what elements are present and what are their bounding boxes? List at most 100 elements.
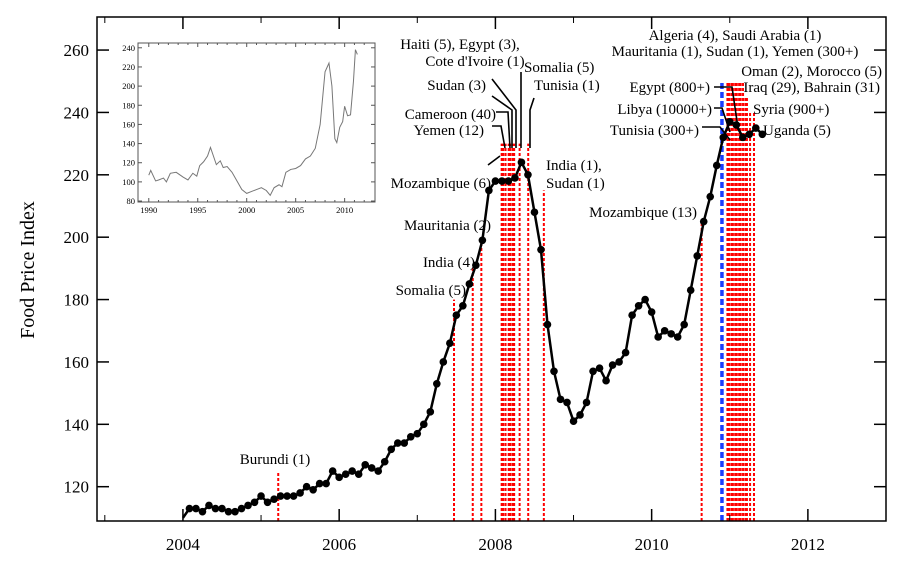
data-point xyxy=(621,348,630,357)
data-point xyxy=(446,339,454,348)
y-tick-label: 260 xyxy=(64,41,90,60)
x-tick-label: 2010 xyxy=(635,535,669,554)
data-point xyxy=(491,177,500,185)
data-point xyxy=(211,504,220,513)
annotation-leader-line xyxy=(492,125,506,149)
annotation-leaders xyxy=(487,72,739,166)
data-point xyxy=(224,507,233,516)
annotation-leader-line xyxy=(529,97,535,148)
annotation-leader-line xyxy=(491,95,513,148)
data-point xyxy=(660,326,669,335)
data-point xyxy=(354,470,363,479)
data-point xyxy=(237,504,246,513)
annotation-label: Iraq (29), Bahrain (31) xyxy=(743,80,880,96)
data-point xyxy=(413,429,422,438)
y-tick-label: 140 xyxy=(64,415,90,434)
inset-x-tick-label: 2000 xyxy=(238,205,255,215)
data-point xyxy=(192,504,200,513)
inset-y-tick-label: 200 xyxy=(122,81,135,91)
annotation-label: Yemen (12) xyxy=(413,123,484,139)
data-point xyxy=(556,395,565,404)
data-point xyxy=(667,330,675,338)
data-point xyxy=(393,439,402,447)
annotation-label: Egypt (800+) xyxy=(629,80,710,96)
data-point xyxy=(498,177,506,185)
data-point xyxy=(706,192,715,201)
plot-frame xyxy=(96,16,887,522)
inset-x-tick-label: 2005 xyxy=(287,205,304,215)
data-point xyxy=(257,492,265,500)
x-tick-label: 2004 xyxy=(166,535,201,554)
data-point xyxy=(335,473,343,482)
data-point xyxy=(361,461,370,469)
inset-line xyxy=(148,49,358,197)
x-tick-label: 2012 xyxy=(791,535,825,554)
data-point xyxy=(322,479,330,488)
data-point xyxy=(439,358,448,366)
data-point xyxy=(218,504,226,513)
data-point xyxy=(634,302,643,310)
data-point xyxy=(758,130,767,139)
data-point xyxy=(719,133,728,142)
inset-y-tick-label: 140 xyxy=(122,139,135,149)
data-point xyxy=(543,320,552,329)
data-point xyxy=(289,492,298,500)
price-series xyxy=(181,117,767,519)
inset-frame xyxy=(137,42,376,203)
annotation-leader-line xyxy=(702,126,731,141)
annotation-label: Syria (900+) xyxy=(753,102,829,118)
data-point xyxy=(673,333,682,341)
data-point xyxy=(511,174,519,182)
data-point xyxy=(250,498,259,507)
y-tick-label: 180 xyxy=(64,291,90,310)
inset-x-tick-label: 2010 xyxy=(336,205,353,215)
inset-y-tick-label: 100 xyxy=(122,177,135,187)
data-point xyxy=(699,217,708,226)
annotation-label: Burundi (1) xyxy=(240,452,310,468)
y-axis-label: Food Price Index xyxy=(17,201,39,339)
annotation-label: Cameroon (40) xyxy=(405,107,496,123)
data-point xyxy=(504,177,513,185)
y-tick-label: 240 xyxy=(64,103,90,122)
data-point xyxy=(387,445,396,454)
data-point xyxy=(752,124,760,132)
y-tick-label: 200 xyxy=(64,228,90,247)
data-point xyxy=(732,121,741,129)
y-tick-label: 160 xyxy=(64,353,90,372)
annotation-leader-line xyxy=(496,111,511,149)
data-point xyxy=(563,398,571,407)
annotation-label: Haiti (5), Egypt (3), xyxy=(400,37,520,53)
data-point xyxy=(185,504,194,513)
inset-y-tick-label: 180 xyxy=(122,100,135,110)
data-point xyxy=(309,486,317,494)
data-point xyxy=(465,280,474,288)
data-point xyxy=(582,398,591,407)
data-point xyxy=(602,376,610,385)
inset-chart: 1990 1995 2000 2005 2010 80 100 120 140 160 180 200… xyxy=(122,42,376,215)
data-point xyxy=(608,361,617,369)
y-tick-label: 120 xyxy=(64,478,90,497)
data-point xyxy=(693,252,702,260)
annotation-label: Algeria (4), Saudi Arabia (1) xyxy=(649,28,822,44)
data-point xyxy=(296,489,304,497)
annotation-label: Tunisia (1) xyxy=(534,78,600,94)
data-point xyxy=(550,367,558,376)
annotation-label: India (1), xyxy=(546,158,602,174)
data-point xyxy=(231,507,239,516)
annotation-label: Sudan (3) xyxy=(427,78,486,94)
annotation-label: Cote d'Ivoire (1) xyxy=(425,54,524,70)
inset-y-tick-label: 80 xyxy=(127,196,136,206)
data-point xyxy=(380,457,389,466)
annotation-label: Mauritania (2) xyxy=(404,218,491,234)
data-point xyxy=(576,411,584,419)
annotations: Burundi (1) Somalia (5) India (4) Mauritani… xyxy=(240,28,882,468)
x-tick-label: 2008 xyxy=(478,535,512,554)
annotation-label: Uganda (5) xyxy=(763,123,831,139)
data-point xyxy=(367,464,376,472)
y-tick-label: 220 xyxy=(64,166,90,185)
axes: 2004 2006 2008 2010 2012 120 140 160 180 200 220 24… xyxy=(64,17,886,554)
data-point xyxy=(244,501,252,510)
data-point xyxy=(537,245,545,254)
